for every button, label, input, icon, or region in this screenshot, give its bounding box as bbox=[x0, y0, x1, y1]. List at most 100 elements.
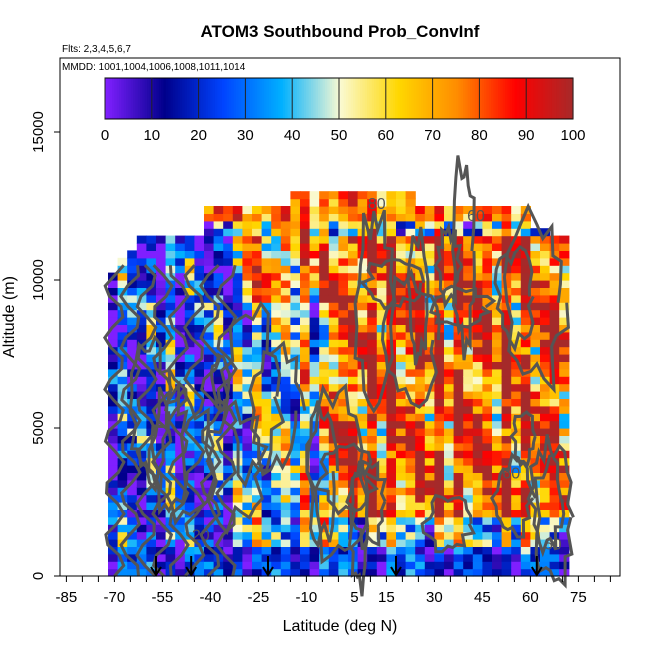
heatmap-cell bbox=[540, 368, 551, 377]
heatmap-cell bbox=[108, 391, 119, 399]
heatmap-cell bbox=[424, 472, 435, 481]
heatmap-cell bbox=[511, 235, 522, 244]
heatmap-cell bbox=[290, 546, 301, 555]
heatmap-cell bbox=[261, 457, 272, 466]
contour-label: 60 bbox=[502, 465, 520, 482]
heatmap-cell bbox=[280, 220, 291, 229]
heatmap-cell bbox=[463, 228, 474, 237]
heatmap-cell bbox=[530, 450, 541, 459]
heatmap-cell bbox=[165, 324, 176, 333]
heatmap-cell bbox=[223, 243, 234, 251]
heatmap-cell bbox=[108, 405, 119, 414]
heatmap-cell bbox=[184, 235, 195, 244]
heatmap-cell bbox=[223, 465, 234, 473]
heatmap-cell bbox=[530, 265, 541, 274]
heatmap-cell bbox=[309, 420, 320, 429]
colorbar-segment bbox=[491, 78, 495, 119]
heatmap-cell bbox=[194, 287, 205, 296]
colorbar-segment bbox=[392, 78, 396, 119]
heatmap-cell bbox=[472, 243, 483, 251]
heatmap-cell bbox=[472, 465, 483, 473]
heatmap-cell bbox=[271, 257, 282, 266]
heatmap-cell bbox=[223, 531, 234, 540]
heatmap-cell bbox=[492, 413, 503, 422]
heatmap-cell bbox=[386, 405, 397, 414]
heatmap-cell bbox=[280, 546, 291, 555]
heatmap-cell bbox=[463, 435, 474, 444]
colorbar-segment bbox=[495, 78, 499, 119]
contour-line bbox=[198, 264, 222, 578]
heatmap-cell bbox=[357, 287, 368, 296]
heatmap-cell bbox=[472, 531, 483, 540]
heatmap-cell bbox=[300, 398, 311, 407]
heatmap-cell bbox=[357, 494, 368, 503]
heatmap-cell bbox=[252, 339, 263, 348]
heatmap-cell bbox=[242, 398, 253, 407]
heatmap-cell bbox=[328, 317, 339, 325]
heatmap-cell bbox=[367, 235, 378, 244]
heatmap-cell bbox=[242, 235, 253, 244]
heatmap-cell bbox=[261, 383, 272, 392]
colorbar-segment bbox=[554, 78, 558, 119]
colorbar-segment bbox=[488, 78, 492, 119]
heatmap-cell bbox=[261, 524, 272, 533]
heatmap-cell bbox=[328, 265, 339, 274]
heatmap-cell bbox=[357, 524, 368, 533]
heatmap-cell bbox=[520, 235, 531, 244]
colorbar-segment bbox=[170, 78, 174, 119]
heatmap-cell bbox=[146, 546, 157, 555]
heatmap-cell bbox=[348, 198, 359, 207]
heatmap-cell bbox=[242, 250, 253, 259]
heatmap-cell bbox=[261, 405, 272, 414]
heatmap-cell bbox=[434, 539, 445, 547]
heatmap-cell bbox=[463, 561, 474, 570]
heatmap-cell bbox=[108, 420, 119, 429]
heatmap-cell bbox=[511, 487, 522, 496]
heatmap-cell bbox=[194, 346, 205, 355]
heatmap-cell bbox=[540, 339, 551, 348]
heatmap-cell bbox=[453, 553, 464, 562]
heatmap-cell bbox=[472, 457, 483, 466]
heatmap-cell bbox=[319, 243, 330, 251]
heatmap-cell bbox=[309, 361, 320, 370]
heatmap-cell bbox=[328, 346, 339, 355]
heatmap-cell bbox=[184, 272, 195, 281]
heatmap-cell bbox=[271, 568, 282, 577]
colorbar-segment bbox=[112, 78, 115, 119]
colorbar-segment bbox=[558, 78, 562, 119]
heatmap-cell bbox=[319, 354, 330, 362]
heatmap-cell bbox=[204, 509, 215, 518]
heatmap-cell bbox=[261, 516, 272, 525]
heatmap-cell bbox=[213, 368, 224, 377]
heatmap-cell bbox=[559, 442, 570, 451]
heatmap-cell bbox=[213, 376, 224, 385]
heatmap-cell bbox=[415, 257, 426, 266]
heatmap-cell bbox=[357, 398, 368, 407]
heatmap-cell bbox=[482, 546, 493, 555]
heatmap-cell bbox=[232, 287, 243, 296]
heatmap-cell bbox=[549, 339, 560, 348]
heatmap-cell bbox=[156, 539, 167, 547]
heatmap-cell bbox=[338, 509, 349, 518]
heatmap-cell bbox=[348, 457, 359, 466]
heatmap-cell bbox=[108, 428, 119, 436]
contour-line bbox=[214, 264, 238, 577]
heatmap-cell bbox=[309, 228, 320, 237]
heatmap-cell bbox=[328, 361, 339, 370]
heatmap-cell bbox=[165, 450, 176, 459]
heatmap-cell bbox=[252, 383, 263, 392]
heatmap-cell bbox=[280, 420, 291, 429]
heatmap-cell bbox=[434, 376, 445, 385]
heatmap-cell bbox=[156, 457, 167, 466]
heatmap-cell bbox=[290, 346, 301, 355]
colorbar-segment bbox=[308, 78, 312, 119]
colorbar-tick-label: 90 bbox=[518, 127, 535, 144]
colorbar-segment bbox=[123, 78, 127, 119]
heatmap-cell bbox=[472, 383, 483, 392]
heatmap-cell bbox=[444, 539, 455, 547]
heatmap-cell bbox=[367, 376, 378, 385]
heatmap-cell bbox=[511, 324, 522, 333]
colorbar-segment bbox=[339, 78, 342, 119]
heatmap-cell bbox=[376, 257, 387, 266]
heatmap-cell bbox=[559, 465, 570, 473]
